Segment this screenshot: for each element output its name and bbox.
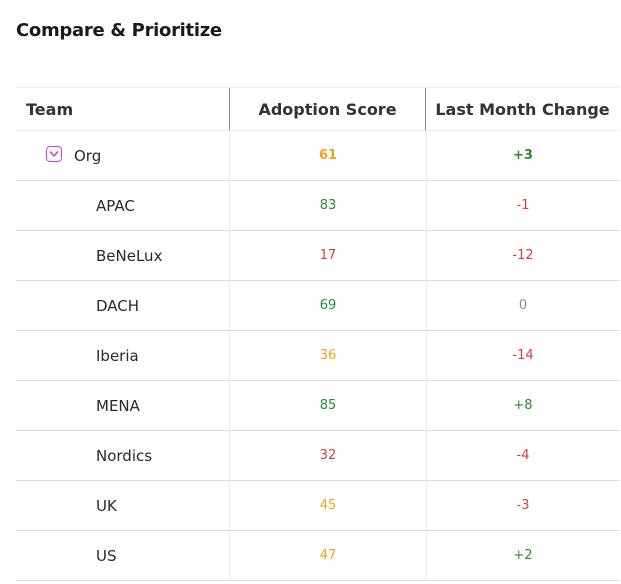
table-row[interactable]: US 47 +2: [16, 531, 619, 581]
team-name: Org: [74, 146, 102, 165]
last-month-change-value: -4: [516, 448, 530, 463]
adoption-score-cell: 61: [229, 131, 426, 180]
adoption-score-value: 45: [319, 498, 337, 513]
comparison-table: Team Adoption Score Last Month Change Or…: [16, 87, 619, 581]
column-header-last-month-change[interactable]: Last Month Change: [435, 99, 610, 119]
team-name: Nordics: [96, 446, 153, 465]
adoption-score-value: 36: [319, 348, 337, 363]
team-name: BeNeLux: [96, 246, 163, 265]
page-title: Compare & Prioritize: [16, 20, 222, 41]
team-name: US: [96, 546, 117, 565]
table-header-row: Team Adoption Score Last Month Change: [16, 88, 619, 131]
team-name: Iberia: [96, 346, 139, 365]
table-row[interactable]: MENA 85 +8: [16, 381, 619, 431]
last-month-change-cell: -14: [426, 331, 619, 380]
last-month-change-cell: -4: [426, 431, 619, 480]
adoption-score-value: 32: [319, 448, 337, 463]
adoption-score-value: 61: [318, 148, 338, 163]
column-header-team[interactable]: Team: [26, 99, 74, 119]
table-row[interactable]: UK 45 -3: [16, 481, 619, 531]
team-cell: Org: [16, 131, 229, 180]
team-cell: BeNeLux: [16, 231, 229, 280]
adoption-score-cell: 83: [229, 181, 426, 230]
adoption-score-value: 69: [319, 298, 337, 313]
last-month-change-cell: 0: [426, 281, 619, 330]
last-month-change-value: +8: [513, 398, 533, 413]
last-month-change-value: 0: [518, 298, 528, 313]
team-cell: APAC: [16, 181, 229, 230]
adoption-score-cell: 36: [229, 331, 426, 380]
last-month-change-value: -12: [512, 248, 534, 263]
table-row[interactable]: Nordics 32 -4: [16, 431, 619, 481]
last-month-change-cell: +3: [426, 131, 619, 180]
last-month-change-cell: +8: [426, 381, 619, 430]
team-cell: Iberia: [16, 331, 229, 380]
team-cell: UK: [16, 481, 229, 530]
table-row[interactable]: BeNeLux 17 -12: [16, 231, 619, 281]
last-month-change-value: -3: [516, 498, 530, 513]
last-month-change-cell: -1: [426, 181, 619, 230]
last-month-change-value: +3: [513, 148, 533, 163]
adoption-score-cell: 47: [229, 531, 426, 580]
team-name: UK: [96, 496, 117, 515]
table-row[interactable]: Iberia 36 -14: [16, 331, 619, 381]
table-row[interactable]: Org 61 +3: [16, 131, 619, 181]
adoption-score-cell: 32: [229, 431, 426, 480]
table-row[interactable]: DACH 69 0: [16, 281, 619, 331]
team-cell: DACH: [16, 281, 229, 330]
adoption-score-cell: 69: [229, 281, 426, 330]
team-name: MENA: [96, 396, 140, 415]
adoption-score-value: 47: [319, 548, 337, 563]
adoption-score-cell: 85: [229, 381, 426, 430]
adoption-score-value: 85: [319, 398, 337, 413]
adoption-score-cell: 45: [229, 481, 426, 530]
adoption-score-value: 17: [319, 248, 337, 263]
team-name: APAC: [96, 196, 135, 215]
team-name: DACH: [96, 296, 140, 315]
last-month-change-cell: -3: [426, 481, 619, 530]
team-cell: US: [16, 531, 229, 580]
chevron-down-icon[interactable]: [46, 145, 62, 162]
last-month-change-value: +2: [513, 548, 533, 563]
team-cell: Nordics: [16, 431, 229, 480]
table-row[interactable]: APAC 83 -1: [16, 181, 619, 231]
column-header-adoption-score[interactable]: Adoption Score: [229, 88, 426, 130]
last-month-change-value: -14: [512, 348, 534, 363]
last-month-change-cell: -12: [426, 231, 619, 280]
team-cell: MENA: [16, 381, 229, 430]
adoption-score-value: 83: [319, 198, 337, 213]
adoption-score-cell: 17: [229, 231, 426, 280]
last-month-change-cell: +2: [426, 531, 619, 580]
last-month-change-value: -1: [516, 198, 530, 213]
